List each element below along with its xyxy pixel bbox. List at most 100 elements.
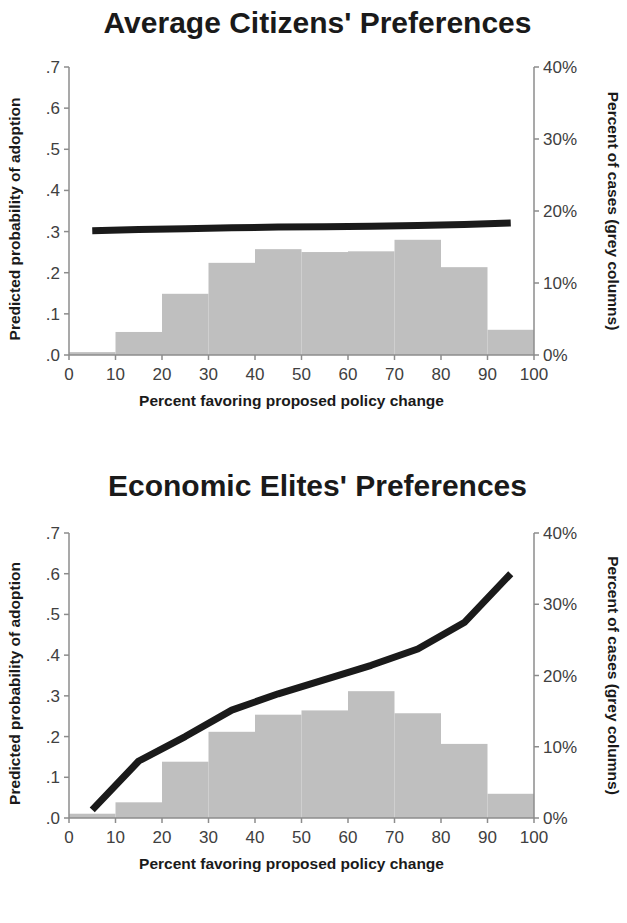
x-tick-label: 80 [432, 365, 451, 384]
y2-tick [534, 210, 539, 212]
y-tick [64, 313, 69, 315]
y2-tick-label: 0% [543, 809, 568, 828]
plot-area [69, 574, 534, 818]
x-tick [394, 818, 396, 823]
y-tick [64, 736, 69, 738]
y-tick-label: .0 [46, 809, 60, 828]
x-axis-title: Percent favoring proposed policy change [139, 392, 444, 409]
x-tick-label: 40 [246, 365, 265, 384]
histogram-bar [162, 294, 209, 355]
x-tick [161, 818, 163, 823]
histogram-bar [441, 267, 488, 355]
y-tick-label: .0 [46, 346, 60, 365]
y2-tick-label: 0% [543, 346, 568, 365]
x-tick-label: 80 [432, 828, 451, 847]
y2-tick-label: 40% [543, 58, 577, 77]
x-tick [115, 818, 117, 823]
y2-tick-label: 20% [543, 667, 577, 686]
histogram-bar [302, 710, 349, 818]
x-tick-label: 30 [199, 365, 218, 384]
x-tick [394, 355, 396, 360]
x-axis-title: Percent favoring proposed policy change [139, 855, 444, 872]
y-tick-label: .4 [46, 181, 60, 200]
x-tick-label: 60 [339, 365, 358, 384]
y-tick-label: .3 [46, 687, 60, 706]
x-tick-label: 100 [520, 828, 548, 847]
y-tick [64, 66, 69, 68]
x-tick [347, 818, 349, 823]
x-tick-label: 40 [246, 828, 265, 847]
x-tick [487, 818, 489, 823]
y2-tick-label: 10% [543, 738, 577, 757]
chart-title: Average Citizens' Preferences [104, 6, 532, 39]
histogram-bar [348, 691, 395, 818]
y2-tick-label: 30% [543, 130, 577, 149]
y-tick [64, 573, 69, 575]
x-tick-label: 20 [153, 828, 172, 847]
histogram-bar [209, 732, 256, 818]
x-tick-label: 70 [385, 365, 404, 384]
x-tick-label: 90 [478, 365, 497, 384]
y-tick-label: .1 [46, 305, 60, 324]
y-tick-label: .6 [46, 99, 60, 118]
y-tick-label: .1 [46, 768, 60, 787]
y-axis-title: Predicted probability of adoption [6, 98, 23, 341]
histogram-bar [209, 263, 256, 355]
y2-tick [534, 746, 539, 748]
x-tick-label: 90 [478, 828, 497, 847]
histogram-bar [255, 249, 302, 355]
x-tick-label: 70 [385, 828, 404, 847]
y-tick-label: .7 [46, 524, 60, 543]
x-tick [115, 355, 117, 360]
y2-tick [534, 675, 539, 677]
y-tick [64, 231, 69, 233]
x-tick [68, 355, 70, 360]
x-tick [487, 355, 489, 360]
y-axis-line [68, 533, 70, 818]
x-tick [254, 818, 256, 823]
y2-tick-label: 20% [543, 202, 577, 221]
y-axis-line [68, 67, 70, 355]
x-tick [161, 355, 163, 360]
histogram-bar [488, 794, 535, 818]
x-tick-label: 50 [292, 365, 311, 384]
y-tick [64, 695, 69, 697]
y2-tick [534, 66, 539, 68]
histogram-bar [302, 252, 349, 355]
y2-tick [534, 282, 539, 284]
x-tick-label: 10 [106, 828, 125, 847]
y2-tick-label: 30% [543, 595, 577, 614]
x-tick-label: 50 [292, 828, 311, 847]
chart-title: Economic Elites' Preferences [108, 469, 527, 502]
histogram-bar [441, 744, 488, 818]
histogram-bar [162, 762, 209, 818]
prediction-line [92, 223, 511, 231]
y-tick [64, 654, 69, 656]
x-tick-label: 100 [520, 365, 548, 384]
y-tick [64, 777, 69, 779]
y-tick [64, 614, 69, 616]
y2-axis-title: Percent of cases (grey columns) [605, 556, 622, 795]
y-tick-label: .4 [46, 646, 60, 665]
y-tick [64, 149, 69, 151]
x-tick [440, 355, 442, 360]
y-tick-label: .2 [46, 264, 60, 283]
histogram-bar [116, 332, 163, 355]
x-tick-label: 20 [153, 365, 172, 384]
histogram-bar [116, 802, 163, 818]
y2-tick-label: 40% [543, 524, 577, 543]
y-axis-title: Predicted probability of adoption [6, 562, 23, 805]
y-tick [64, 272, 69, 274]
plot-area [69, 223, 534, 355]
figure: Average Citizens' Preferences .0 .1 .2 .3 .4.… [0, 0, 627, 923]
x-tick-label: 60 [339, 828, 358, 847]
y-tick [64, 532, 69, 534]
y-tick-label: .7 [46, 58, 60, 77]
chart: Economic Elites' Preferences.0.1.2.3.4.5… [6, 469, 622, 872]
y-tick [64, 107, 69, 109]
x-tick-label: 30 [199, 828, 218, 847]
histogram-bar [488, 330, 535, 355]
chart: Average Citizens' Preferences.0.1.2.3.4.… [6, 6, 622, 409]
x-tick [68, 818, 70, 823]
x-tick [347, 355, 349, 360]
